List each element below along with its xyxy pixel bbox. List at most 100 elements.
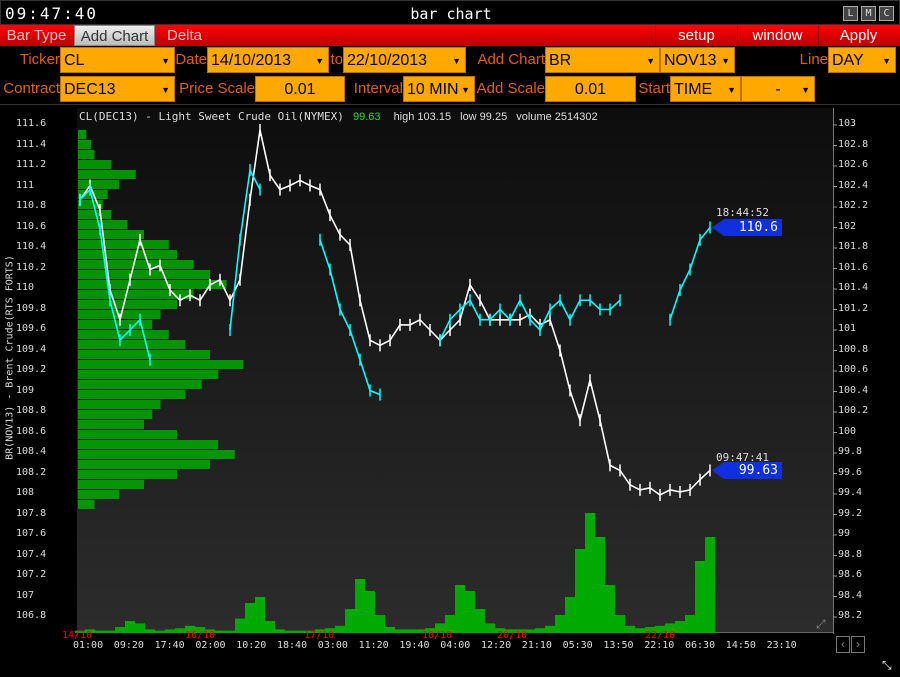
volume-bar xyxy=(345,609,355,633)
dropdown-arrow-icon: ▼ xyxy=(461,85,470,95)
volume-bar xyxy=(275,629,285,633)
right-tick-label: 99 xyxy=(838,528,851,539)
volume-bar xyxy=(95,630,105,633)
line-label: Line xyxy=(799,51,828,68)
interval-select[interactable]: 10 MIN ▼ xyxy=(403,76,475,102)
start-select[interactable]: TIME ▼ xyxy=(670,76,741,102)
x-date-tick: 14/10 xyxy=(62,630,93,641)
interval-value: 10 MIN xyxy=(407,81,459,98)
volume-bar xyxy=(135,623,145,633)
resize-icon[interactable]: ⤡ xyxy=(882,658,892,672)
window-button-m[interactable]: M xyxy=(861,6,876,21)
right-tick-label: 103 xyxy=(838,118,857,129)
volume-bar xyxy=(545,625,555,633)
volume-bar xyxy=(185,625,195,633)
volume-bar xyxy=(555,615,565,633)
setup-button[interactable]: setup xyxy=(655,25,737,46)
apply-button[interactable]: Apply xyxy=(818,25,898,46)
start-secondary-select[interactable]: - ▼ xyxy=(741,76,815,102)
chevron-left-icon: ‹ xyxy=(841,637,845,651)
volume-bar xyxy=(585,513,595,633)
date-from-select[interactable]: 14/10/2013 ▼ xyxy=(207,47,329,73)
right-tick-label: 99.2 xyxy=(838,507,863,519)
chevron-right-icon: › xyxy=(856,637,860,651)
left-tick-label: 107.4 xyxy=(16,548,47,560)
interval-label: Interval xyxy=(353,80,403,97)
volume-bar xyxy=(75,630,85,633)
volume-bar xyxy=(415,629,425,633)
volume-profile-bar xyxy=(78,440,219,449)
x-date-tick: 22/10 xyxy=(645,630,676,641)
line-select[interactable]: DAY ▼ xyxy=(828,47,896,73)
ticker-value: CL xyxy=(64,52,85,69)
cl-last-time: 09:47:41 xyxy=(716,451,769,464)
volume-bar xyxy=(85,629,95,633)
window-button[interactable]: window xyxy=(737,25,817,46)
legend-low: low 99.25 xyxy=(460,111,508,123)
volume-profile-bar xyxy=(78,330,169,339)
br-last-price-tag: 110.6 xyxy=(712,219,782,236)
left-tick-label: 109 xyxy=(16,384,35,396)
date-from-value: 14/10/2013 xyxy=(211,52,292,69)
x-time-tick: 14:50 xyxy=(725,640,756,651)
dropdown-arrow-icon: ▼ xyxy=(721,56,730,66)
left-tick-label: 108.8 xyxy=(16,405,47,416)
volume-profile-bar xyxy=(78,400,161,409)
right-tick-label: 101 xyxy=(838,323,857,334)
volume-profile-bar xyxy=(78,430,177,439)
menu-add-chart[interactable]: Add Chart xyxy=(74,25,155,46)
right-tick-label: 101.8 xyxy=(838,241,869,252)
menu-delta[interactable]: Delta xyxy=(166,27,203,44)
window-button-l[interactable]: L xyxy=(843,6,858,21)
add-scale-input[interactable]: 0.01 xyxy=(545,76,636,102)
volume-bar xyxy=(265,621,275,633)
window-button-c[interactable]: C xyxy=(879,6,894,21)
add-chart-select[interactable]: BR ▼ xyxy=(545,47,660,73)
cl-series-line xyxy=(79,129,711,496)
volume-bar xyxy=(425,628,435,633)
ticker-select[interactable]: CL ▼ xyxy=(60,47,175,73)
volume-bar xyxy=(295,630,305,633)
volume-profile-bar xyxy=(78,280,227,289)
right-tick-label: 98.6 xyxy=(838,569,863,580)
add-contract-select[interactable]: NOV13 ▼ xyxy=(660,47,735,73)
volume-bar xyxy=(215,630,225,633)
br-last-time: 18:44:52 xyxy=(716,206,769,219)
chart-legend: CL(DEC13) - Light Sweet Crude Oil(NYMEX)… xyxy=(79,110,598,123)
volume-bar xyxy=(625,625,635,633)
dropdown-arrow-icon: ▼ xyxy=(315,56,324,66)
x-time-tick: 11:20 xyxy=(358,640,389,651)
contract-select[interactable]: DEC13 ▼ xyxy=(60,76,175,102)
left-tick-label: 111 xyxy=(16,179,35,191)
ticker-label: Ticker xyxy=(19,51,60,68)
left-tick-label: 107.2 xyxy=(16,569,47,580)
add-chart-value: BR xyxy=(549,52,572,69)
volume-bar xyxy=(335,625,345,633)
scroll-left-button[interactable]: ‹ xyxy=(836,636,850,653)
right-tick-label: 99.6 xyxy=(838,466,863,478)
volume-bar xyxy=(445,615,455,633)
menu-bar-type[interactable]: Bar Type xyxy=(6,27,67,44)
contract-value: DEC13 xyxy=(64,81,116,98)
volume-bar xyxy=(475,609,485,633)
right-tick-label: 100.8 xyxy=(838,343,869,355)
volume-profile-bar xyxy=(78,350,210,359)
volume-profile-bar xyxy=(78,160,111,169)
date-to-select[interactable]: 22/10/2013 ▼ xyxy=(343,47,466,73)
left-tick-label: 109.6 xyxy=(16,323,47,334)
volume-bar xyxy=(655,625,665,633)
expand-icon[interactable]: ⤢ xyxy=(816,617,826,631)
volume-bar xyxy=(575,549,585,633)
right-tick-label: 100.2 xyxy=(838,405,869,416)
volume-profile-bar xyxy=(78,460,210,469)
volume-bar xyxy=(465,591,475,633)
right-tick-label: 98.4 xyxy=(838,589,863,601)
scroll-right-button[interactable]: › xyxy=(851,636,865,653)
right-tick-label: 99.8 xyxy=(838,446,863,457)
volume-profile-bar xyxy=(78,290,194,299)
volume-bar xyxy=(535,628,545,633)
volume-bar xyxy=(105,630,115,633)
volume-bar xyxy=(225,630,235,633)
price-scale-input[interactable]: 0.01 xyxy=(255,76,345,102)
